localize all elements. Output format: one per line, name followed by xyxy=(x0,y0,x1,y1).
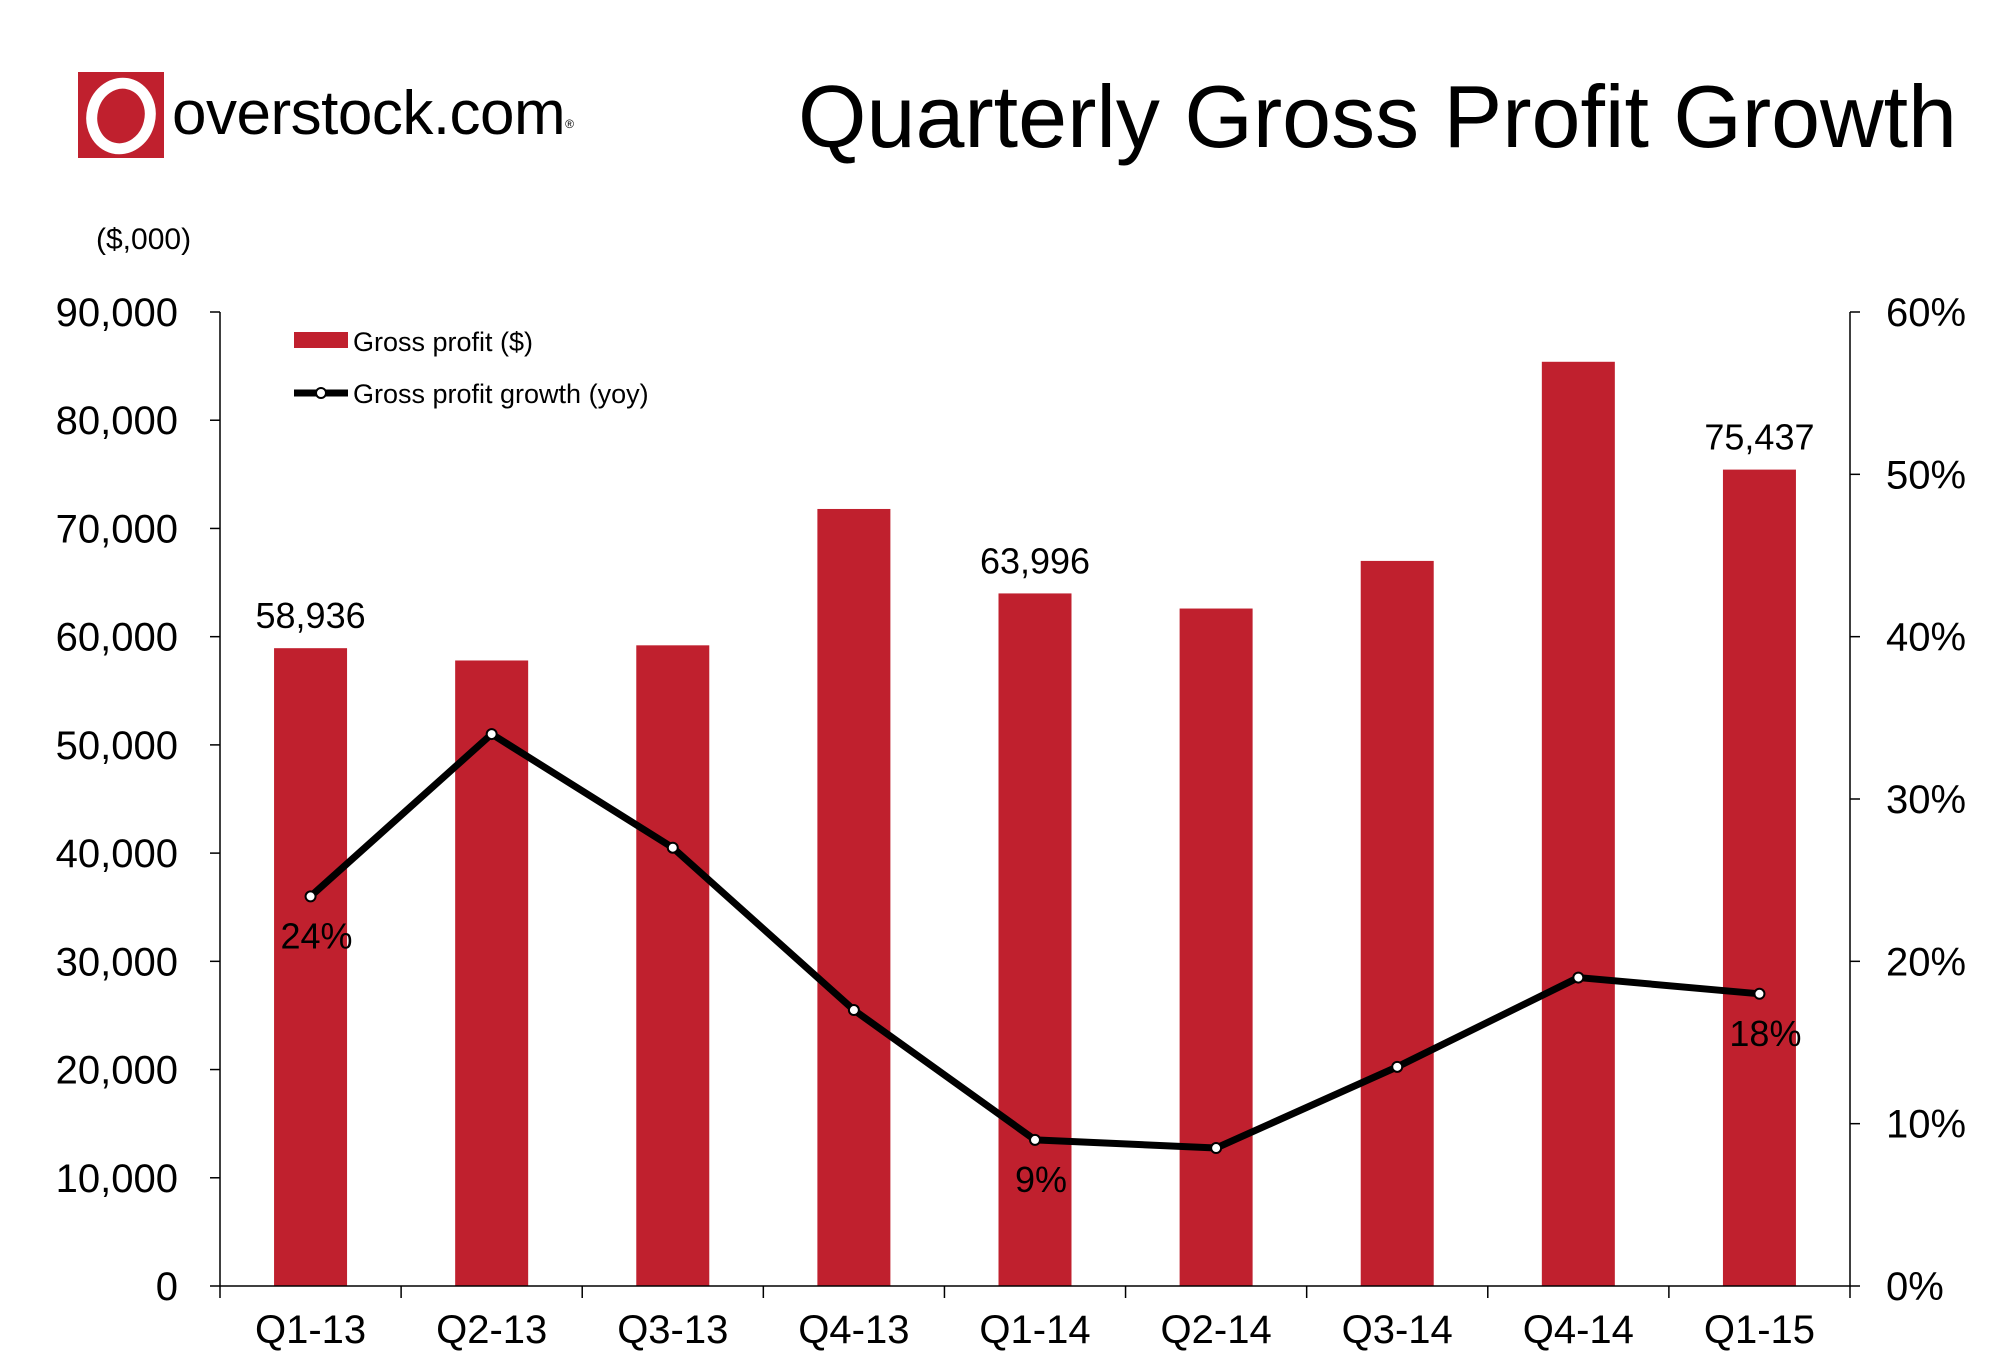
legend-swatch-bar xyxy=(294,332,348,348)
bar-q1-15 xyxy=(1722,469,1796,1287)
y-axis-units-label: ($,000) xyxy=(96,223,192,256)
left-tick-label: 40,000 xyxy=(56,832,178,876)
left-tick-label: 20,000 xyxy=(56,1049,178,1093)
growth-point-q4-14 xyxy=(1572,971,1585,984)
data-labels: 58,936 63,996 75,437 24% 9% 18% xyxy=(256,417,1815,1200)
x-tick-label: Q4-14 xyxy=(1523,1308,1634,1352)
left-tick-label: 50,000 xyxy=(56,724,178,768)
right-tick-label: 40% xyxy=(1886,616,1966,660)
growth-point-q3-14 xyxy=(1391,1060,1404,1073)
growth-value-label: 24% xyxy=(281,915,353,956)
x-tick-label: Q1-14 xyxy=(979,1308,1090,1352)
right-tick-label: 60% xyxy=(1886,291,1966,335)
x-tick-label: Q2-14 xyxy=(1161,1308,1272,1352)
bar-q3-14 xyxy=(1360,560,1434,1286)
bar-q2-14 xyxy=(1179,608,1253,1286)
brand-name-text: overstock.com xyxy=(172,79,566,148)
right-tick-label: 10% xyxy=(1886,1103,1966,1147)
bar-value-label: 58,936 xyxy=(256,595,366,636)
line-series xyxy=(304,728,1766,1155)
x-tick-label: Q3-13 xyxy=(617,1308,728,1352)
growth-point-q2-13 xyxy=(485,728,498,741)
legend-label-line: Gross profit growth (yoy) xyxy=(353,379,649,409)
registered-mark: ® xyxy=(565,117,574,131)
legend: Gross profit ($) Gross profit growth (yoy… xyxy=(294,327,649,409)
left-tick-label: 0 xyxy=(156,1265,178,1309)
x-tick-label: Q1-13 xyxy=(255,1308,366,1352)
growth-point-q1-14 xyxy=(1029,1133,1041,1146)
bar-q4-13 xyxy=(817,508,891,1286)
right-tick-label: 0% xyxy=(1886,1265,1944,1309)
bar-value-label: 75,437 xyxy=(1704,417,1814,458)
growth-value-label: 9% xyxy=(1015,1159,1067,1200)
right-tick-label: 20% xyxy=(1886,940,1966,984)
x-tick-label: Q3-14 xyxy=(1342,1308,1453,1352)
growth-point-q2-14 xyxy=(1210,1142,1223,1155)
x-tick-label: Q4-13 xyxy=(798,1308,909,1352)
growth-value-label: 18% xyxy=(1729,1013,1801,1054)
logo-ring xyxy=(86,77,156,155)
left-tick-label: 80,000 xyxy=(56,399,178,443)
left-tick-label: 30,000 xyxy=(56,940,178,984)
legend-label-bar: Gross profit ($) xyxy=(353,327,533,357)
right-tick-label: 50% xyxy=(1886,453,1966,497)
bar-series xyxy=(274,361,1796,1287)
right-tick-label: 30% xyxy=(1886,778,1966,822)
left-tick-label: 90,000 xyxy=(56,291,178,335)
page-title: Quarterly Gross Profit Growth xyxy=(798,67,1957,166)
growth-point-q1-13 xyxy=(304,890,317,903)
growth-point-q4-13 xyxy=(847,1004,860,1017)
left-tick-label: 60,000 xyxy=(56,616,178,660)
x-tick-label: Q2-13 xyxy=(436,1308,547,1352)
overstock-logo-icon xyxy=(78,72,164,158)
bar-q1-14 xyxy=(998,593,1072,1286)
bar-value-label: 63,996 xyxy=(980,540,1090,581)
bar-q2-13 xyxy=(455,660,529,1286)
bar-q1-13 xyxy=(274,648,348,1286)
growth-point-q3-13 xyxy=(666,841,679,854)
bar-q4-14 xyxy=(1541,361,1615,1286)
bar-q3-13 xyxy=(636,645,710,1286)
growth-point-q1-15 xyxy=(1753,987,1766,1000)
x-tick-label: Q1-15 xyxy=(1704,1308,1815,1352)
left-tick-label: 10,000 xyxy=(56,1157,178,1201)
brand-name: overstock.com® xyxy=(172,74,574,154)
axes: 0 10,000 20,000 30,000 40,000 50,000 60,000 70,… xyxy=(56,291,1966,1352)
legend-swatch-marker xyxy=(315,387,327,399)
brand-logo: overstock.com® xyxy=(78,70,598,165)
left-tick-label: 70,000 xyxy=(56,507,178,551)
